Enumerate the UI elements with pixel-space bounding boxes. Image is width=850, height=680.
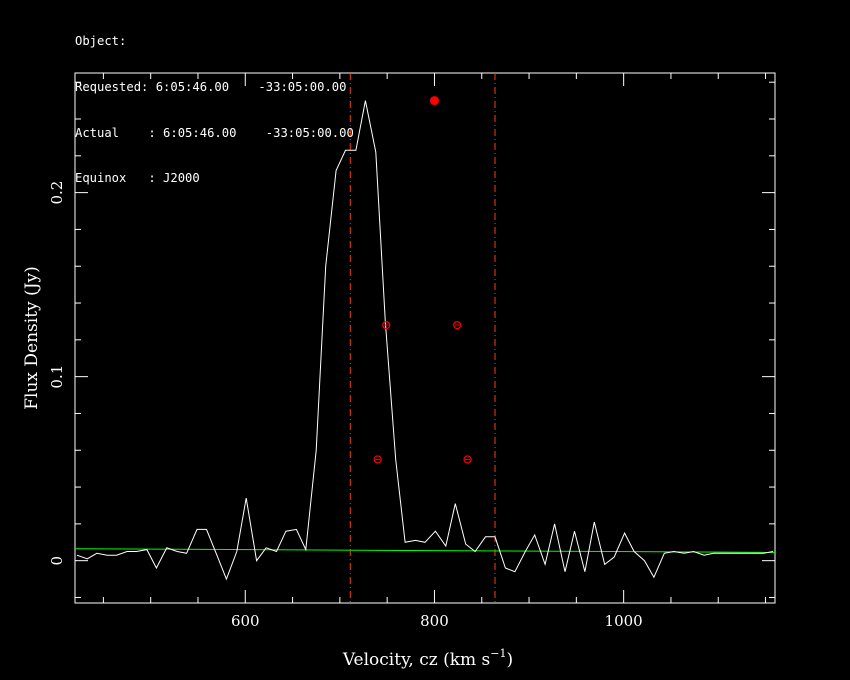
width-markers xyxy=(373,96,472,464)
actual-coordinates: Actual : 6:05:46.00 -33:05:00.00 xyxy=(75,125,354,140)
width-marker xyxy=(463,455,472,464)
width-marker xyxy=(373,455,382,464)
equinox: Equinox : J2000 xyxy=(75,171,200,186)
object-label: Object: xyxy=(75,34,127,49)
y-tick-label: 0 xyxy=(48,556,66,566)
spectrum-line xyxy=(76,100,774,581)
peak-marker xyxy=(429,96,439,106)
velocity-window xyxy=(349,73,496,603)
plot-frame xyxy=(74,72,776,604)
y-tick-label: 0.1 xyxy=(48,365,66,389)
tick-labels: 600 800 1000 0 0.1 0.2 xyxy=(48,181,643,630)
axis-ticks xyxy=(75,73,775,603)
y-axis-label: Flux Density (Jy) xyxy=(22,266,42,410)
x-tick-label: 600 xyxy=(231,612,260,630)
width-marker xyxy=(453,321,462,330)
width-marker xyxy=(382,321,391,330)
requested-coordinates: Requested: 6:05:46.00 -33:05:00.00 xyxy=(75,80,347,95)
y-tick-label: 0.2 xyxy=(48,181,66,205)
x-tick-label: 800 xyxy=(420,612,449,630)
baseline-fit xyxy=(74,548,776,553)
object-info: Object: Requested: 6:05:46.00 -33:05:00.… xyxy=(75,4,354,202)
x-tick-label: 1000 xyxy=(605,612,643,630)
x-axis-label: Velocity, cz (km s−1) xyxy=(342,647,513,670)
